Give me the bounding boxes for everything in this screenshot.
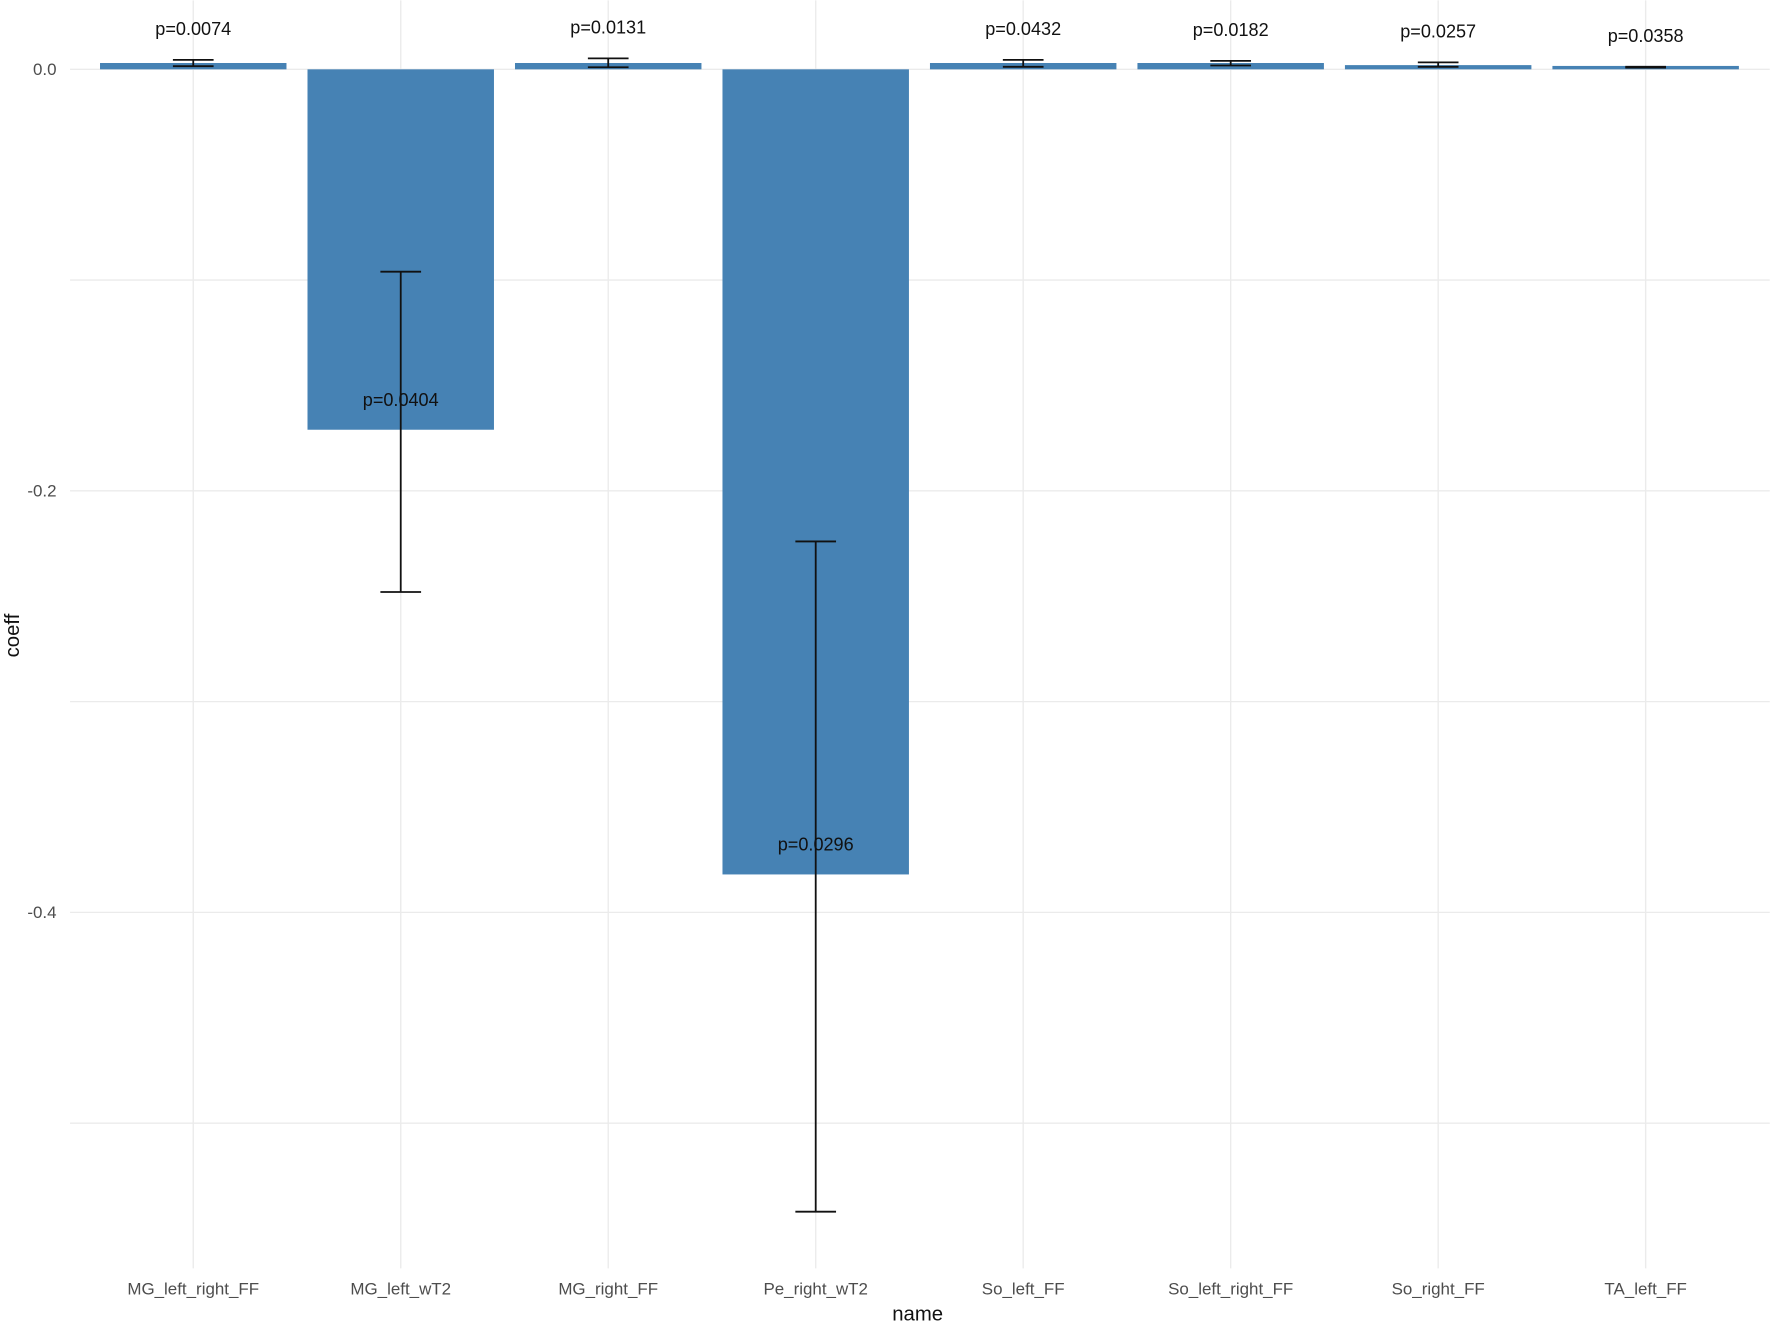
gridlines (70, 0, 1770, 1269)
p-value-label: p=0.0404 (363, 390, 439, 410)
y-axis-ticks: 0.0 -0.2 -0.4 (27, 60, 56, 922)
x-axis-title: name (892, 1303, 943, 1323)
x-tick-label: So_left_right_FF (1168, 1279, 1293, 1298)
p-value-label: p=0.0358 (1608, 26, 1684, 46)
bars (100, 63, 1739, 875)
x-tick-label: MG_left_wT2 (350, 1279, 451, 1298)
p-value-label: p=0.0432 (985, 19, 1061, 39)
p-value-label: p=0.0296 (778, 835, 854, 855)
p-value-label: p=0.0131 (570, 18, 646, 38)
p-value-label: p=0.0182 (1193, 20, 1269, 40)
error-bars (172, 57, 1666, 1213)
x-tick-label: MG_left_right_FF (127, 1279, 259, 1298)
x-tick-label: MG_right_FF (558, 1279, 658, 1298)
y-axis-title: coeff (2, 613, 24, 657)
x-tick-label: So_right_FF (1392, 1279, 1485, 1298)
y-tick-label: 0.0 (33, 60, 57, 79)
x-axis-ticks: MG_left_right_FF MG_left_wT2 MG_right_FF Pe… (127, 1279, 1687, 1298)
x-tick-label: So_left_FF (982, 1279, 1065, 1298)
p-value-labels: p=0.0074 p=0.0404 p=0.0131 p=0.0296 p=0.0432… (155, 18, 1683, 855)
x-tick-label: TA_left_FF (1604, 1279, 1687, 1298)
y-tick-label: -0.2 (27, 482, 56, 501)
y-tick-label: -0.4 (27, 903, 56, 922)
p-value-label: p=0.0074 (155, 19, 231, 39)
p-value-label: p=0.0257 (1400, 22, 1476, 42)
x-tick-label: Pe_right_wT2 (763, 1279, 868, 1298)
